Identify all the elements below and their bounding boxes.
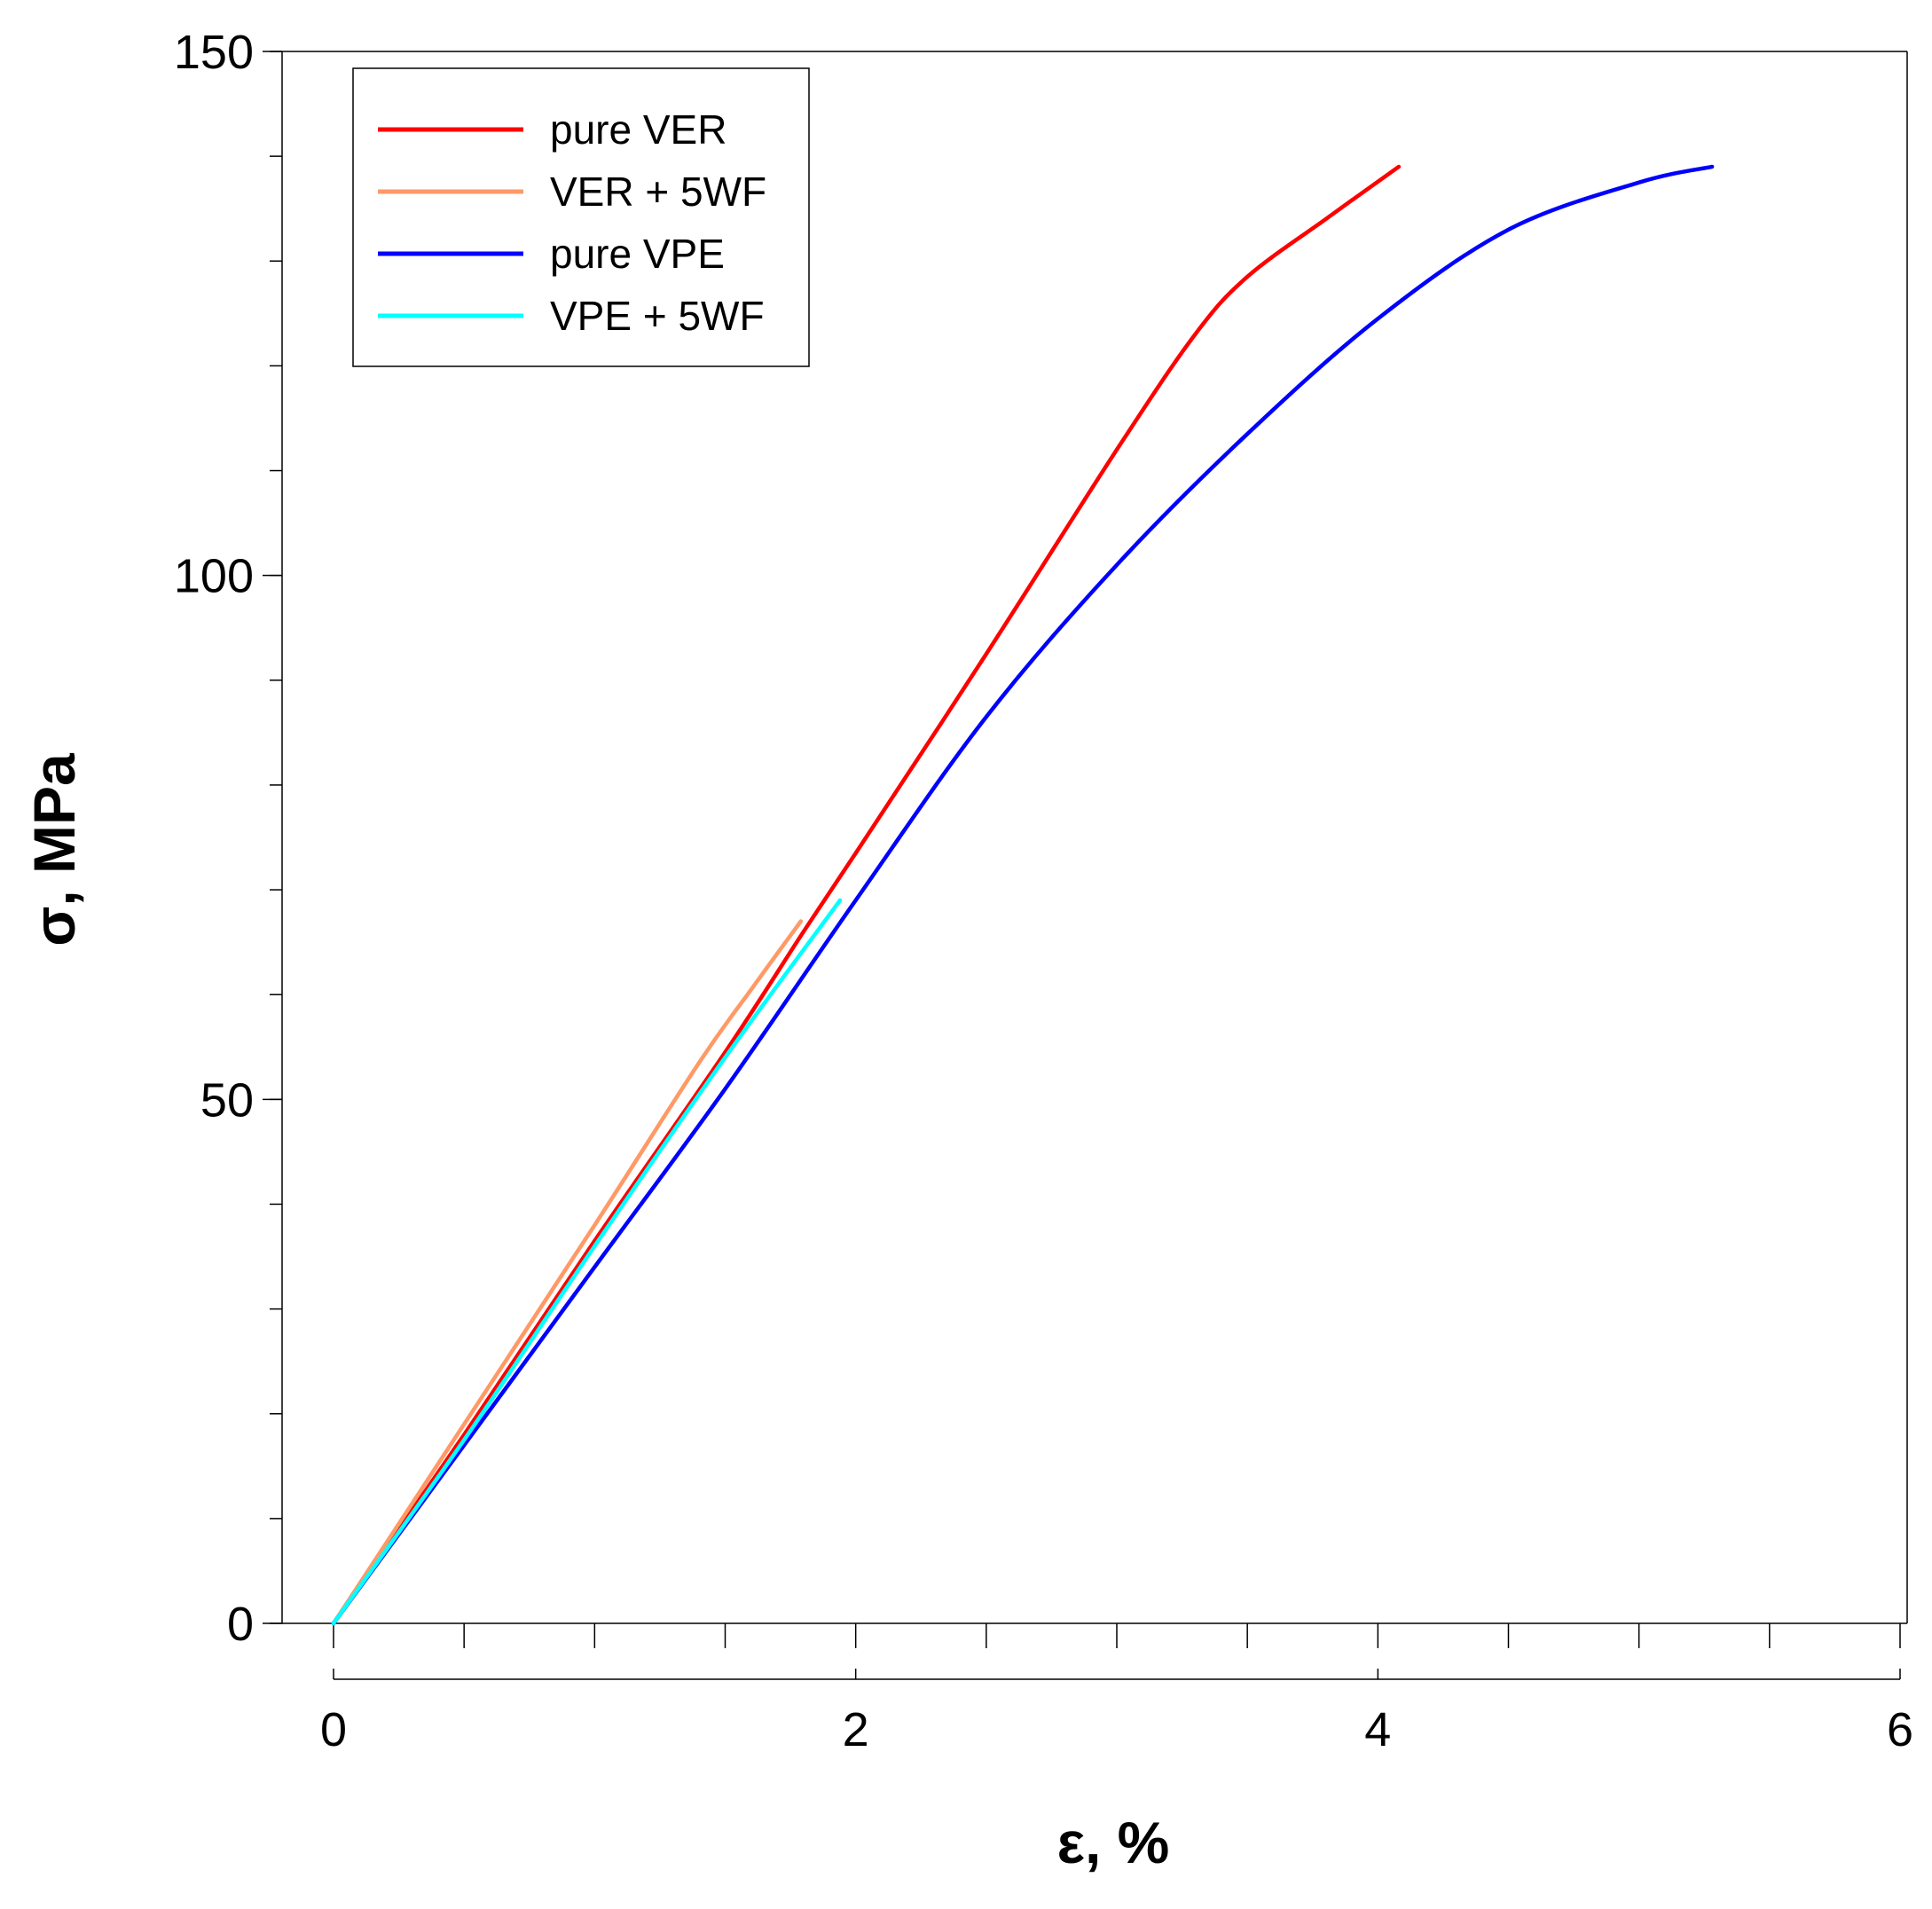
series-layer	[331, 164, 1715, 1626]
legend-label-pure-vpe: pure VPE	[550, 231, 725, 277]
x-tick-label: 2	[843, 1703, 869, 1756]
x-axis-title: ε, %	[1057, 1810, 1170, 1875]
series-line-ver-5wf	[331, 919, 804, 1626]
x-tick-label: 4	[1364, 1703, 1391, 1756]
legend-label-pure-ver: pure VER	[550, 106, 726, 153]
y-axis: 0 50 100 150	[174, 26, 282, 1651]
legend: pure VER VER + 5WF pure VPE VPE + 5WF	[352, 67, 810, 367]
series-line-pure-ver	[331, 164, 1402, 1626]
plot-frame	[281, 51, 1908, 1624]
y-axis-title: σ, MPa	[21, 752, 87, 947]
x-tick-label: 6	[1887, 1703, 1913, 1756]
y-tick-label: 150	[174, 26, 254, 79]
series-line-pure-vpe	[331, 164, 1715, 1626]
legend-label-ver-5wf: VER + 5WF	[550, 169, 766, 215]
y-tick-label: 0	[227, 1598, 254, 1651]
x-axis: 0 2 4 6	[320, 1623, 1913, 1756]
x-tick-label: 0	[320, 1703, 347, 1756]
series-line-vpe-5wf	[331, 898, 843, 1626]
y-tick-label: 50	[200, 1073, 254, 1127]
legend-label-vpe-5wf: VPE + 5WF	[550, 293, 765, 339]
y-tick-label: 100	[174, 550, 254, 603]
